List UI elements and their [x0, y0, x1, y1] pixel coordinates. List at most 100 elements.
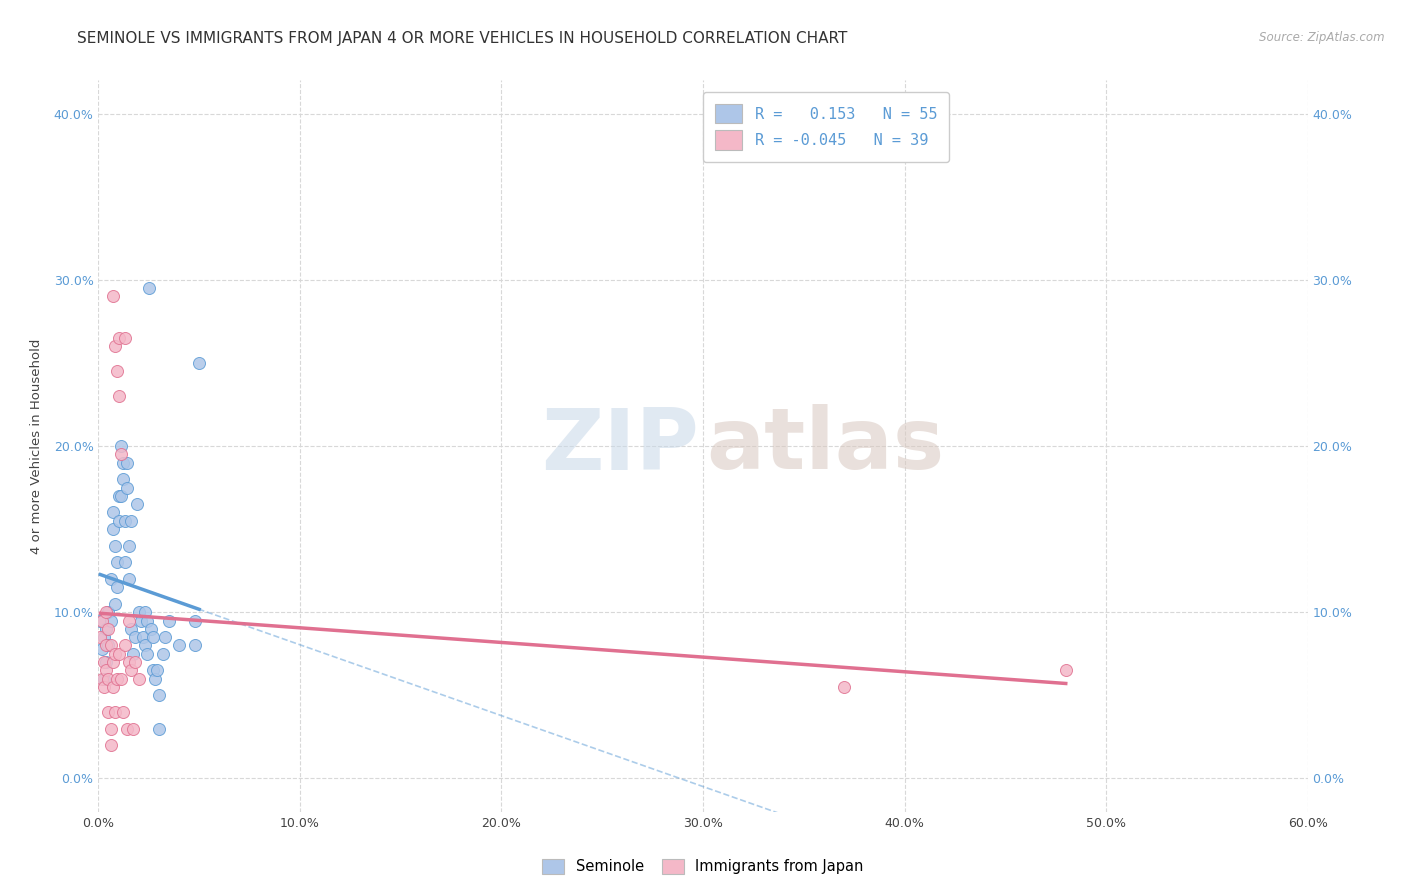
- Point: [96, 664, 118, 678]
- Point: [120, 622, 142, 636]
- Text: Source: ZipAtlas.com: Source: ZipAtlas.com: [1260, 31, 1385, 45]
- Point: [157, 614, 180, 628]
- Point: [105, 364, 128, 378]
- Point: [89, 630, 111, 644]
- Point: [142, 664, 165, 678]
- Text: atlas: atlas: [707, 404, 945, 488]
- Point: [91, 614, 114, 628]
- Point: [110, 489, 132, 503]
- Point: [125, 497, 148, 511]
- Point: [100, 639, 122, 653]
- Point: [107, 647, 129, 661]
- Point: [100, 572, 122, 586]
- Point: [93, 630, 115, 644]
- Point: [115, 722, 138, 736]
- Point: [134, 605, 156, 619]
- Point: [110, 439, 132, 453]
- Point: [188, 356, 211, 370]
- Point: [121, 722, 143, 736]
- Point: [101, 680, 124, 694]
- Point: [142, 630, 165, 644]
- Point: [111, 472, 134, 486]
- Point: [96, 639, 118, 653]
- Point: [97, 605, 120, 619]
- Point: [101, 522, 124, 536]
- Point: [97, 672, 120, 686]
- Point: [97, 622, 120, 636]
- Point: [105, 580, 128, 594]
- Point: [148, 722, 170, 736]
- Point: [110, 672, 132, 686]
- Point: [138, 281, 160, 295]
- Legend: Seminole, Immigrants from Japan: Seminole, Immigrants from Japan: [537, 853, 869, 880]
- Point: [101, 655, 124, 669]
- Point: [103, 647, 125, 661]
- Point: [107, 331, 129, 345]
- Point: [832, 680, 855, 694]
- Point: [120, 514, 142, 528]
- Point: [103, 705, 125, 719]
- Point: [115, 481, 138, 495]
- Legend: R =   0.153   N = 55, R = -0.045   N = 39: R = 0.153 N = 55, R = -0.045 N = 39: [703, 92, 949, 162]
- Point: [96, 655, 118, 669]
- Point: [111, 705, 134, 719]
- Point: [115, 456, 138, 470]
- Y-axis label: 4 or more Vehicles in Household: 4 or more Vehicles in Household: [30, 338, 42, 554]
- Point: [105, 672, 128, 686]
- Point: [184, 614, 207, 628]
- Point: [96, 605, 118, 619]
- Point: [91, 672, 114, 686]
- Point: [129, 614, 152, 628]
- Point: [118, 614, 141, 628]
- Point: [146, 664, 169, 678]
- Point: [100, 738, 122, 752]
- Point: [128, 605, 150, 619]
- Point: [97, 705, 120, 719]
- Point: [103, 539, 125, 553]
- Point: [153, 630, 176, 644]
- Point: [114, 331, 136, 345]
- Point: [107, 514, 129, 528]
- Point: [1054, 664, 1077, 678]
- Point: [120, 664, 142, 678]
- Point: [101, 289, 124, 303]
- Point: [148, 689, 170, 703]
- Point: [97, 639, 120, 653]
- Point: [134, 639, 156, 653]
- Point: [121, 647, 143, 661]
- Point: [135, 614, 157, 628]
- Text: ZIP: ZIP: [541, 404, 699, 488]
- Point: [100, 722, 122, 736]
- Point: [93, 680, 115, 694]
- Point: [93, 672, 115, 686]
- Point: [93, 655, 115, 669]
- Point: [114, 555, 136, 569]
- Text: SEMINOLE VS IMMIGRANTS FROM JAPAN 4 OR MORE VEHICLES IN HOUSEHOLD CORRELATION CH: SEMINOLE VS IMMIGRANTS FROM JAPAN 4 OR M…: [77, 31, 848, 46]
- Point: [152, 647, 174, 661]
- Point: [107, 489, 129, 503]
- Point: [124, 655, 146, 669]
- Point: [128, 672, 150, 686]
- Point: [105, 555, 128, 569]
- Point: [100, 614, 122, 628]
- Point: [89, 614, 111, 628]
- Point: [118, 539, 141, 553]
- Point: [101, 506, 124, 520]
- Point: [124, 630, 146, 644]
- Point: [110, 447, 132, 461]
- Point: [96, 622, 118, 636]
- Point: [107, 389, 129, 403]
- Point: [132, 630, 155, 644]
- Point: [118, 655, 141, 669]
- Point: [111, 456, 134, 470]
- Point: [184, 639, 207, 653]
- Point: [167, 639, 190, 653]
- Point: [143, 672, 166, 686]
- Point: [103, 339, 125, 353]
- Point: [103, 597, 125, 611]
- Point: [114, 514, 136, 528]
- Point: [118, 572, 141, 586]
- Point: [135, 647, 157, 661]
- Point: [114, 639, 136, 653]
- Point: [91, 641, 114, 656]
